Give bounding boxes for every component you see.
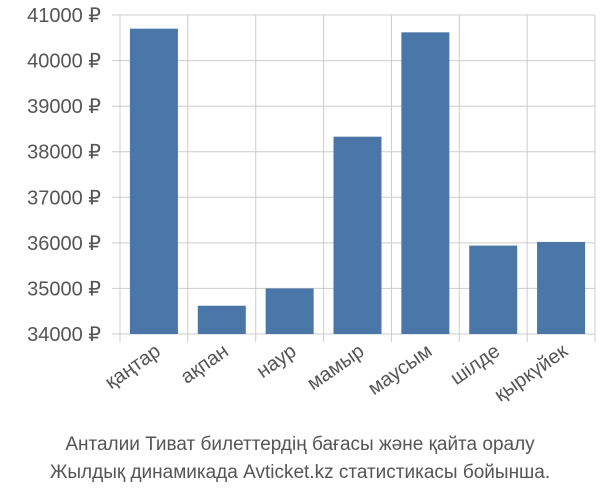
y-axis-ticks: 34000 ₽ 35000 ₽ 36000 ₽ 37000 ₽ 38000 ₽ 39000… <box>27 5 101 346</box>
y-tick-label: 37000 ₽ <box>27 187 101 209</box>
x-tick-label: ақпан <box>177 340 233 388</box>
y-tick-label: 39000 ₽ <box>27 96 101 118</box>
x-tick-label: наур <box>253 340 301 383</box>
x-tick-label: қыркүйек <box>490 340 572 406</box>
y-tick-label: 38000 ₽ <box>27 142 101 164</box>
x-tick-label: маусым <box>364 340 436 400</box>
bar-6 <box>537 241 586 334</box>
bars <box>129 28 586 335</box>
bar-4 <box>401 32 450 335</box>
bar-3 <box>333 136 382 334</box>
chart-caption-line-2: Жылдық динамикада Avticket.kz статистика… <box>49 462 551 483</box>
chart-caption-line-1: Анталии Тиват билеттердің бағасы және қа… <box>65 434 535 455</box>
y-tick-label: 41000 ₽ <box>27 5 101 27</box>
bar-5 <box>469 245 518 334</box>
x-tick-label: қаңтар <box>101 340 164 394</box>
y-tick-label: 36000 ₽ <box>27 233 101 255</box>
y-tick-label: 35000 ₽ <box>27 278 101 300</box>
x-tick-label: шілде <box>446 340 504 390</box>
bar-2 <box>265 288 314 334</box>
y-tick-label: 34000 ₽ <box>27 324 101 346</box>
bar-chart: 34000 ₽ 35000 ₽ 36000 ₽ 37000 ₽ 38000 ₽ 39000… <box>27 5 596 406</box>
bar-0 <box>129 28 178 335</box>
bar-1 <box>197 305 246 334</box>
x-tick-label: мамыр <box>303 340 368 395</box>
y-tick-label: 40000 ₽ <box>27 51 101 73</box>
